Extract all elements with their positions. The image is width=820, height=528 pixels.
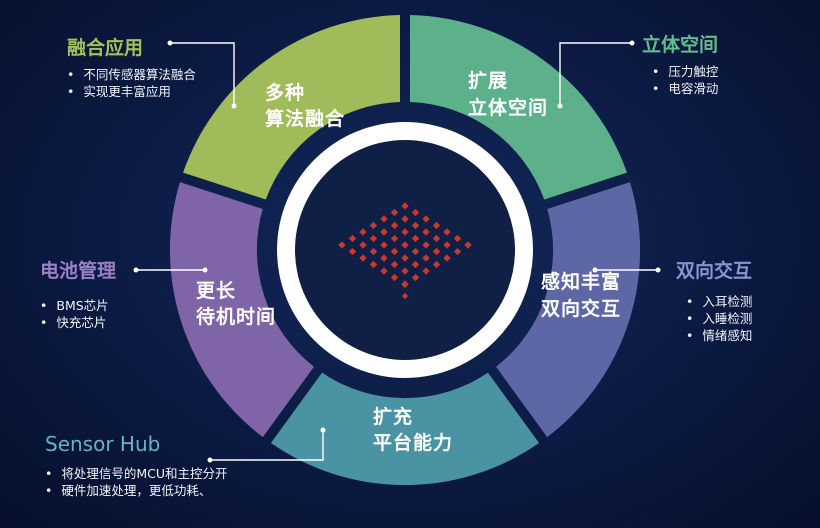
bullet-item: 入睡检测	[686, 310, 752, 327]
dot	[390, 260, 399, 269]
dot	[432, 234, 441, 243]
dot	[411, 273, 420, 282]
connector-dot	[320, 427, 326, 433]
dot	[338, 241, 346, 249]
segment-label-space-1: 扩展	[468, 70, 508, 92]
bullet-item: 入耳检测	[686, 293, 752, 310]
dot	[432, 221, 441, 230]
bullet-item: 情绪感知	[686, 327, 752, 344]
dot	[348, 234, 357, 243]
segment-label-platform-1: 扩充	[373, 405, 413, 428]
bullet-list: 将处理信号的MCU和主控分开 硬件加速处理，更低功耗、	[45, 465, 228, 499]
bullet-item: BMS芯片	[40, 297, 116, 314]
connector-dot	[133, 267, 139, 273]
dot	[401, 281, 409, 289]
annotation-title: 融合应用	[67, 37, 144, 59]
segment-label-sense-2: 双向交互	[541, 297, 621, 320]
dot	[443, 241, 451, 249]
dot	[380, 241, 388, 249]
dot	[411, 234, 420, 243]
dot	[390, 273, 399, 282]
dot	[411, 221, 420, 230]
connector-platform	[210, 430, 324, 461]
segment-label-fusion-2: 算法融合	[265, 107, 345, 130]
segments-layer	[169, 15, 641, 486]
dot	[411, 260, 420, 269]
dot	[464, 241, 472, 249]
dot	[380, 267, 388, 275]
bullet-list: 入耳检测 入睡检测 情绪感知	[686, 293, 752, 344]
dot	[401, 267, 409, 275]
bullet-item: 不同传感器算法融合	[67, 66, 196, 83]
dot	[453, 234, 462, 243]
bullet-item: 压力触控	[652, 63, 718, 80]
connector-fusion	[170, 42, 235, 106]
dot	[401, 292, 409, 300]
dot	[390, 221, 399, 230]
dot	[369, 234, 378, 243]
dot	[359, 254, 367, 262]
annotation-title: 立体空间	[642, 34, 719, 56]
dot	[401, 254, 409, 262]
segment-space	[410, 15, 627, 200]
bullet-list: 压力触控 电容滑动	[652, 63, 718, 97]
bullet-item: 将处理信号的MCU和主控分开	[45, 465, 227, 482]
annotation-title: 双向交互	[676, 260, 753, 282]
connector-dot	[207, 457, 213, 463]
bullet-item: 快充芯片	[40, 314, 116, 331]
connector-dot	[167, 40, 173, 46]
segment-sense	[496, 182, 641, 438]
annotation-space: 立体空间 压力触控 电容滑动	[642, 30, 718, 97]
dot	[369, 221, 378, 230]
segment-label-platform-2: 平台能力	[373, 431, 453, 454]
dot	[359, 241, 367, 249]
dot	[380, 254, 388, 262]
center-dot-diamond-icon	[338, 202, 472, 300]
dot	[401, 241, 409, 249]
connector-dot	[231, 103, 237, 109]
dot	[380, 215, 388, 223]
dot	[390, 234, 399, 243]
bullet-item: 实现更丰富应用	[67, 83, 196, 100]
connector-dot	[592, 267, 598, 273]
connector-space	[559, 42, 632, 106]
connector-dot	[629, 40, 635, 46]
connector-lines	[136, 42, 658, 461]
bullet-item: 硬件加速处理，更低功耗、	[45, 482, 228, 499]
connector-dot	[557, 103, 563, 109]
connector-endpoints	[133, 40, 661, 463]
segment-label-battery-1: 更长	[196, 280, 236, 302]
dot	[401, 202, 409, 210]
segment-fusion	[183, 15, 400, 200]
annotation-fusion: 融合应用 不同传感器算法融合 实现更丰富应用	[67, 33, 196, 100]
segment-platform	[270, 372, 540, 486]
annotation-sense: 双向交互 入耳检测 入睡检测 情绪感知	[676, 256, 752, 344]
annotation-title: 电池管理	[40, 260, 117, 282]
dot	[422, 241, 430, 249]
segment-battery	[169, 182, 314, 438]
annotation-title: Sensor Hub	[45, 432, 161, 456]
bullet-list: 不同传感器算法融合 实现更丰富应用	[67, 66, 196, 100]
bullet-list: BMS芯片 快充芯片	[40, 297, 116, 331]
annotation-battery: 电池管理 BMS芯片 快充芯片	[40, 256, 116, 331]
annotation-platform: Sensor Hub 将处理信号的MCU和主控分开 硬件加速处理，更低功耗、	[45, 432, 228, 499]
dot	[422, 267, 430, 275]
segment-label-space-2: 立体空间	[468, 96, 548, 119]
segment-label-battery-2: 待机时间	[196, 305, 276, 328]
bullet-item: 电容滑动	[652, 80, 718, 97]
center-core	[295, 140, 515, 360]
dot	[369, 260, 378, 269]
dot	[422, 215, 430, 223]
dot	[432, 260, 441, 269]
segment-label-fusion-1: 多种	[265, 81, 305, 104]
dot	[401, 215, 409, 223]
segment-label-sense-1: 感知丰富	[541, 270, 621, 293]
dot	[422, 254, 430, 262]
dot	[443, 254, 451, 262]
connector-dot	[655, 267, 661, 273]
connector-dot	[202, 267, 208, 273]
